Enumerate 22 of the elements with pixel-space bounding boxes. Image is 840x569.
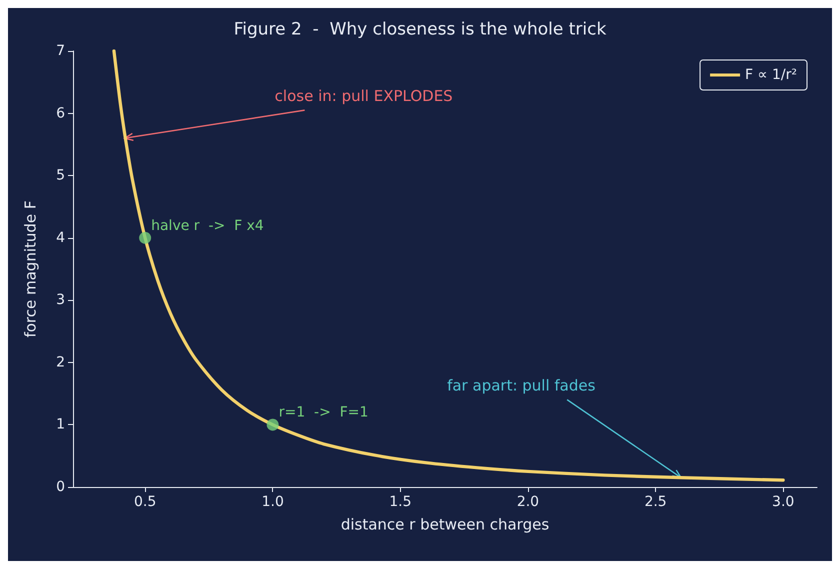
x-tick-label: 0.5 <box>134 494 156 510</box>
y-tick-label: 2 <box>56 354 65 370</box>
annotation: far apart: pull fades <box>447 376 596 395</box>
y-tick-label: 6 <box>56 105 66 122</box>
y-tick-label: 1 <box>56 416 65 433</box>
legend-label: F ∝ 1/r² <box>745 67 798 83</box>
annotation: r=1 -> F=1 <box>278 404 368 421</box>
x-tick-label: 2.0 <box>516 494 540 510</box>
y-tick-label: 4 <box>56 230 66 246</box>
y-tick-label: 7 <box>56 43 65 59</box>
y-tick-label: 3 <box>56 292 65 308</box>
x-tick-label: 1.0 <box>262 494 284 510</box>
x-tick-label: 3.0 <box>772 494 794 510</box>
x-tick-label: 2.5 <box>644 494 667 510</box>
annotation: close in: pull EXPLODES <box>274 87 453 106</box>
y-tick-label: 0 <box>56 479 65 495</box>
y-axis-title: force magnitude F <box>22 200 40 338</box>
annotation: halve r -> F x4 <box>151 218 264 234</box>
x-tick-label: 1.5 <box>389 494 412 510</box>
chart-title: Figure 2 - Why closeness is the whole trick <box>234 20 606 40</box>
x-axis-title: distance r between charges <box>340 516 550 534</box>
y-tick-label: 5 <box>56 168 65 184</box>
